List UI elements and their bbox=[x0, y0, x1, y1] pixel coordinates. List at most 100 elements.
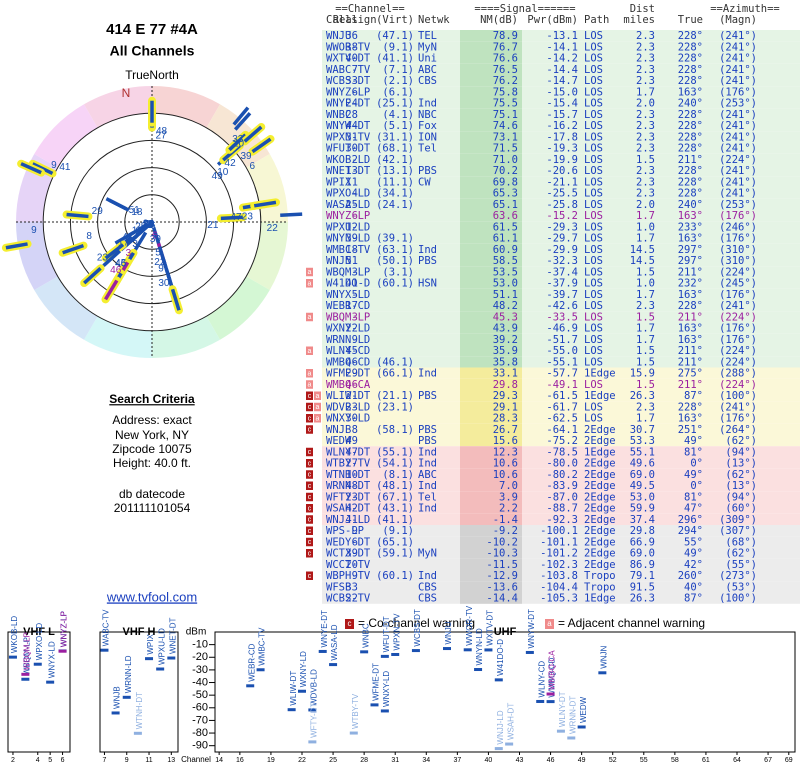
nm-cell-background bbox=[460, 322, 522, 334]
row-background bbox=[322, 52, 800, 64]
ray-label: 3 bbox=[126, 248, 132, 259]
cell-nm: 61.1 bbox=[493, 233, 518, 245]
warning-icon-letter: c bbox=[308, 393, 312, 400]
row-background bbox=[322, 378, 800, 390]
cell-callsign: WBQM-LP bbox=[326, 311, 370, 323]
cell-path: LOS bbox=[584, 154, 603, 166]
spectrum-label: WDVB-LD bbox=[309, 669, 318, 706]
ray-label: 22 bbox=[154, 257, 166, 268]
cell-true: 228° bbox=[678, 109, 703, 121]
cell-netwk: Ind bbox=[418, 244, 437, 256]
cell-dist: 2.3 bbox=[636, 53, 655, 65]
ray-label: 2 bbox=[147, 220, 153, 231]
cell-real: 5 bbox=[352, 289, 358, 301]
cell-dist: 53.3 bbox=[630, 435, 655, 447]
x-tick-label: 61 bbox=[702, 757, 710, 764]
cell-nm: 51.1 bbox=[493, 289, 518, 301]
nm-cell-background bbox=[460, 288, 522, 300]
spectrum-label: WWOR-TV bbox=[465, 605, 474, 646]
cell-magn: (176°) bbox=[719, 334, 757, 346]
signal-ray bbox=[251, 137, 272, 154]
cell-true: 228° bbox=[678, 143, 703, 155]
cell-path: LOS bbox=[584, 109, 603, 121]
compass-band bbox=[84, 316, 152, 358]
ray-label: 47 bbox=[230, 212, 242, 223]
spectrum-mark bbox=[598, 671, 607, 675]
cell-real: 21 bbox=[345, 390, 358, 402]
cell-real: 27 bbox=[345, 458, 358, 470]
x-tick-label: 55 bbox=[640, 757, 648, 764]
cell-true: 251° bbox=[678, 424, 703, 436]
nm-cell-background bbox=[460, 187, 522, 199]
nm-cell-background bbox=[460, 153, 522, 165]
warning-icon bbox=[306, 492, 313, 502]
panel-frame bbox=[99, 631, 179, 753]
cell-callsign: WEDY-DT bbox=[326, 536, 371, 548]
cell-callsign: WFME-DT bbox=[326, 368, 371, 380]
cell-magn: (224°) bbox=[719, 379, 757, 391]
warning-icon-letter: c bbox=[308, 472, 312, 479]
legend-icon bbox=[345, 619, 354, 629]
cell-nm: 75.5 bbox=[493, 98, 518, 110]
nm-cell-background bbox=[460, 142, 522, 154]
cell-real: 39 bbox=[345, 233, 358, 245]
cell-true: 296° bbox=[678, 514, 703, 526]
cell-virt: (21.1) bbox=[376, 390, 414, 402]
spectrum-mark bbox=[298, 689, 306, 693]
cell-pwr: -20.6 bbox=[546, 165, 578, 177]
cell-virt: (65.1) bbox=[376, 536, 414, 548]
cell-pwr: -104.4 bbox=[540, 581, 578, 593]
cell-virt: (59.1) bbox=[376, 548, 414, 560]
cell-pwr: -16.2 bbox=[546, 120, 578, 132]
cell-nm: -1.4 bbox=[493, 514, 518, 526]
cell-path: LOS bbox=[584, 266, 603, 278]
cell-callsign: WLNY-CD bbox=[326, 345, 370, 357]
spectrum-mark bbox=[443, 647, 451, 651]
column-header: Dist bbox=[630, 3, 655, 15]
north-label: TrueNorth bbox=[125, 68, 179, 82]
cell-nm: 29.1 bbox=[493, 401, 518, 413]
row-background bbox=[322, 277, 800, 289]
y-tick-label: -30 bbox=[192, 664, 208, 676]
cell-callsign: WKOB-LD bbox=[326, 154, 370, 166]
spectrum-label: WABC-TV bbox=[102, 609, 111, 646]
warning-icon-letter: c bbox=[308, 494, 312, 501]
column-header: miles bbox=[623, 14, 655, 26]
cell-real: 18 bbox=[345, 244, 358, 256]
cell-nm: 70.2 bbox=[493, 165, 518, 177]
cell-true: 260° bbox=[678, 570, 703, 582]
cell-real: 36 bbox=[345, 30, 358, 42]
signal-ray bbox=[228, 133, 247, 152]
spectrum-label: WMBQ-CD bbox=[548, 657, 557, 697]
cell-true: 228° bbox=[678, 41, 703, 53]
cell-callsign: WWOR-TV bbox=[326, 41, 371, 53]
cell-magn: (241°) bbox=[719, 131, 757, 143]
cell-callsign: WPXN-TV bbox=[326, 131, 371, 143]
cell-true: 297° bbox=[678, 244, 703, 256]
cell-path: 1Edge bbox=[584, 593, 616, 605]
nm-cell-background bbox=[460, 536, 522, 548]
spectrum-label: WXNY-LD bbox=[299, 651, 308, 687]
cell-pwr: -101.1 bbox=[540, 536, 578, 548]
cell-pwr: -49.1 bbox=[546, 379, 578, 391]
cell-pwr: -92.3 bbox=[546, 514, 578, 526]
warning-icon bbox=[306, 369, 313, 378]
ray-label: 8 bbox=[86, 231, 92, 242]
cell-true: 228° bbox=[678, 120, 703, 132]
spectrum-mark bbox=[536, 699, 545, 703]
cell-netwk: CBS bbox=[418, 593, 437, 605]
spectrum-mark bbox=[287, 708, 296, 712]
cell-true: 163° bbox=[678, 289, 703, 301]
site-link[interactable]: www.tvfool.com bbox=[106, 589, 197, 604]
cell-path: LOS bbox=[584, 334, 603, 346]
search-heading: Search Criteria bbox=[109, 392, 195, 406]
legend-icon bbox=[545, 619, 554, 629]
cell-callsign: WRNN-LD bbox=[326, 334, 370, 346]
nm-cell-background bbox=[460, 97, 522, 109]
cell-virt: (2.1) bbox=[382, 75, 414, 87]
cell-nm: 74.6 bbox=[493, 120, 518, 132]
cell-real: 17 bbox=[345, 300, 358, 312]
cell-path: LOS bbox=[584, 289, 603, 301]
warning-icon bbox=[306, 402, 313, 412]
